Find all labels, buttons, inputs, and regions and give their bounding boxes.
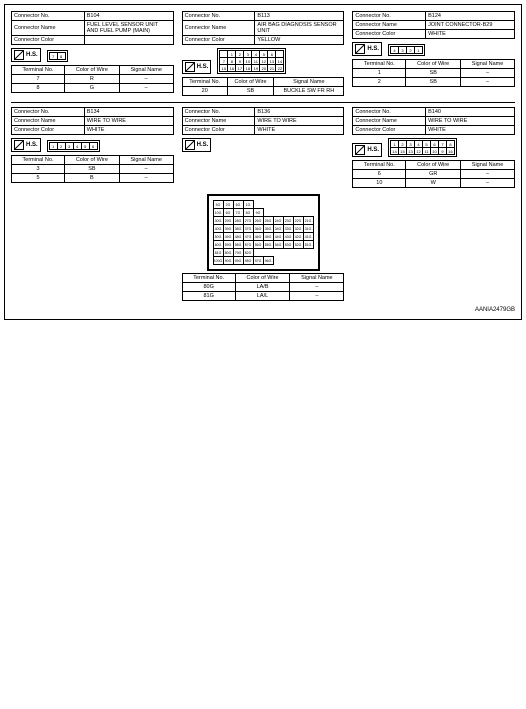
lbl: Connector No. [182, 12, 255, 21]
block-B124: Connector No.B124 Connector NameJOINT CO… [352, 11, 515, 96]
val: B124 [426, 12, 515, 21]
lbl: Connector Color [353, 30, 426, 39]
val: FUEL LEVEL SENSOR UNIT AND FUEL PUMP (MA… [84, 21, 173, 36]
hs-badge: H.S. [352, 143, 382, 157]
hs-badge: H.S. [182, 138, 212, 152]
header-table: Connector No.B136 Connector NameWIRE TO … [182, 107, 345, 135]
row-2: Connector No.B134 Connector NameWIRE TO … [11, 107, 515, 188]
block-B134: Connector No.B134 Connector NameWIRE TO … [11, 107, 174, 188]
connector-drawing: 78 [47, 50, 68, 62]
lbl: Connector Name [182, 21, 255, 36]
block-B136: Connector No.B136 Connector NameWIRE TO … [182, 107, 345, 188]
lbl: Connector No. [353, 12, 426, 21]
pin-table: Terminal No.Color of WireSignal Name 20S… [182, 77, 345, 96]
block-B140: Connector No.B140 Connector NameWIRE TO … [352, 107, 515, 188]
wiring-page: Connector No.B104 Connector NameFUEL LEV… [4, 4, 522, 320]
val: B113 [255, 12, 344, 21]
lbl: Connector Color [182, 36, 255, 45]
connector-drawing: 12345678141513121110916 [388, 138, 457, 157]
pin-table: Terminal No.Color of WireSignal Name 6GR… [352, 160, 515, 188]
val [84, 36, 173, 45]
pin-grid: 5G2G6G1G10G6G7G8G9G30G29G28G27G26G25G24G… [213, 200, 314, 265]
hs-badge: H.S. [11, 48, 41, 62]
lbl: Connector Name [353, 21, 426, 30]
hs-badge: H.S. [352, 42, 382, 56]
val: JOINT CONNECTOR-B29 [426, 21, 515, 30]
hs-badge: H.S. [182, 60, 212, 74]
lbl: Connector Name [12, 21, 85, 36]
lbl: Connector No. [12, 12, 85, 21]
connector-drawing: 123456 [47, 140, 100, 152]
header-table: Connector No.B134 Connector NameWIRE TO … [11, 107, 174, 135]
lbl: Connector Color [12, 36, 85, 45]
header-table: Connector No.B104 Connector NameFUEL LEV… [11, 11, 174, 45]
hs-badge: H.S. [11, 138, 41, 152]
divider [11, 102, 515, 103]
block-B136-pins: Terminal No.Color of WireSignal Name 80G… [182, 273, 345, 301]
b136-large-connector: 5G2G6G1G10G6G7G8G9G30G29G28G27G26G25G24G… [207, 194, 320, 271]
pin-table: Terminal No.Color of WireSignal Name 7R–… [11, 65, 174, 93]
block-B104: Connector No.B104 Connector NameFUEL LEV… [11, 11, 174, 96]
val: AIR BAG DIAGNOSIS SENSOR UNIT [255, 21, 344, 36]
header-table: Connector No.B113 Connector NameAIR BAG … [182, 11, 345, 45]
header-table: Connector No.B140 Connector NameWIRE TO … [352, 107, 515, 135]
pin-table: Terminal No.Color of WireSignal Name 1SB… [352, 59, 515, 87]
pin-table: Terminal No.Color of WireSignal Name 3SB… [11, 155, 174, 183]
val: YELLOW [255, 36, 344, 45]
b136-large-connector-wrap: 5G2G6G1G10G6G7G8G9G30G29G28G27G26G25G24G… [11, 194, 515, 273]
row-1: Connector No.B104 Connector NameFUEL LEV… [11, 11, 515, 96]
val: B104 [84, 12, 173, 21]
footer-code: AANIA2479GB [11, 307, 515, 313]
block-B113: Connector No.B113 Connector NameAIR BAG … [182, 11, 345, 96]
pin-grid: 12345678910111213141516171819202122 [219, 50, 284, 72]
pin-table: Terminal No.Color of WireSignal Name 80G… [182, 273, 345, 301]
connector-drawing: 4321 [388, 44, 425, 56]
header-table: Connector No.B124 Connector NameJOINT CO… [352, 11, 515, 39]
row-b136-pins: Terminal No.Color of WireSignal Name 80G… [11, 273, 515, 301]
connector-drawing: 12345678910111213141516171819202122 [217, 48, 286, 74]
val: WHITE [426, 30, 515, 39]
